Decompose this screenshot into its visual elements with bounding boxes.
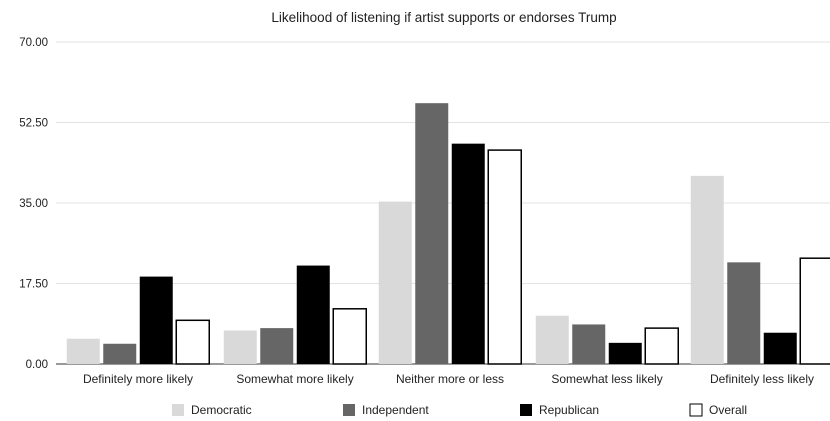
bar-overall — [644, 327, 679, 365]
x-category-label: Definitely more likely — [83, 372, 193, 386]
y-tick-label: 52.50 — [19, 118, 48, 130]
bar-independent — [727, 262, 761, 364]
legend: Democratic Independent Republican Overall — [172, 403, 747, 417]
legend-label-independent: Independent — [362, 403, 429, 417]
bar-independent — [572, 324, 606, 364]
bar-republican — [608, 342, 642, 364]
legend-swatch-overall — [689, 403, 703, 417]
bar-democratic — [378, 201, 412, 364]
bar-independent — [103, 343, 137, 364]
y-tick-label: 17.50 — [19, 279, 48, 291]
legend-label-democratic: Democratic — [191, 403, 252, 417]
legend-swatch-independent — [343, 404, 355, 416]
bar-overall — [799, 257, 830, 365]
bars — [66, 103, 830, 365]
legend-label-overall: Overall — [709, 403, 747, 417]
bar-republican — [763, 332, 797, 364]
bar-democratic — [690, 175, 724, 364]
bar-democratic — [223, 330, 257, 364]
bar-overall — [332, 308, 367, 365]
bar-democratic — [66, 338, 100, 364]
y-tick-label: 70.00 — [19, 37, 48, 49]
bar-overall — [175, 319, 210, 365]
x-category-label: Somewhat less likely — [551, 372, 662, 386]
y-tick-label: 35.00 — [19, 198, 48, 210]
bar-overall — [487, 149, 522, 365]
legend-label-republican: Republican — [539, 403, 599, 417]
legend-swatch-republican — [520, 404, 532, 416]
bar-independent — [260, 328, 294, 364]
x-category-label: Somewhat more likely — [236, 372, 353, 386]
bar-independent — [415, 103, 449, 365]
bar-republican — [451, 143, 485, 364]
legend-swatch-democratic — [172, 404, 184, 416]
chart-title: Likelihood of listening if artist suppor… — [271, 10, 616, 25]
x-axis-categories: Definitely more likely Somewhat more like… — [83, 372, 814, 386]
bar-democratic — [535, 315, 569, 364]
bar-republican — [139, 276, 173, 364]
bar-republican — [296, 265, 330, 364]
x-category-label: Definitely less likely — [710, 372, 814, 386]
x-category-label: Neither more or less — [396, 372, 504, 386]
y-tick-label: 0.00 — [26, 359, 48, 371]
y-axis-ticks: 0.00 17.50 35.00 52.50 70.00 — [19, 37, 48, 371]
